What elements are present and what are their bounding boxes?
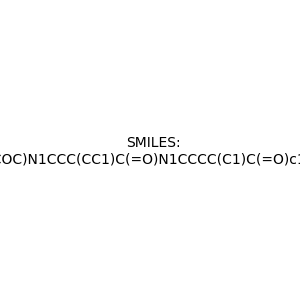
Text: SMILES: O=C(COC)N1CCC(CC1)C(=O)N1CCCC(C1)C(=O)c1ccccn1: SMILES: O=C(COC)N1CCC(CC1)C(=O)N1CCCC(C1… xyxy=(0,136,300,166)
